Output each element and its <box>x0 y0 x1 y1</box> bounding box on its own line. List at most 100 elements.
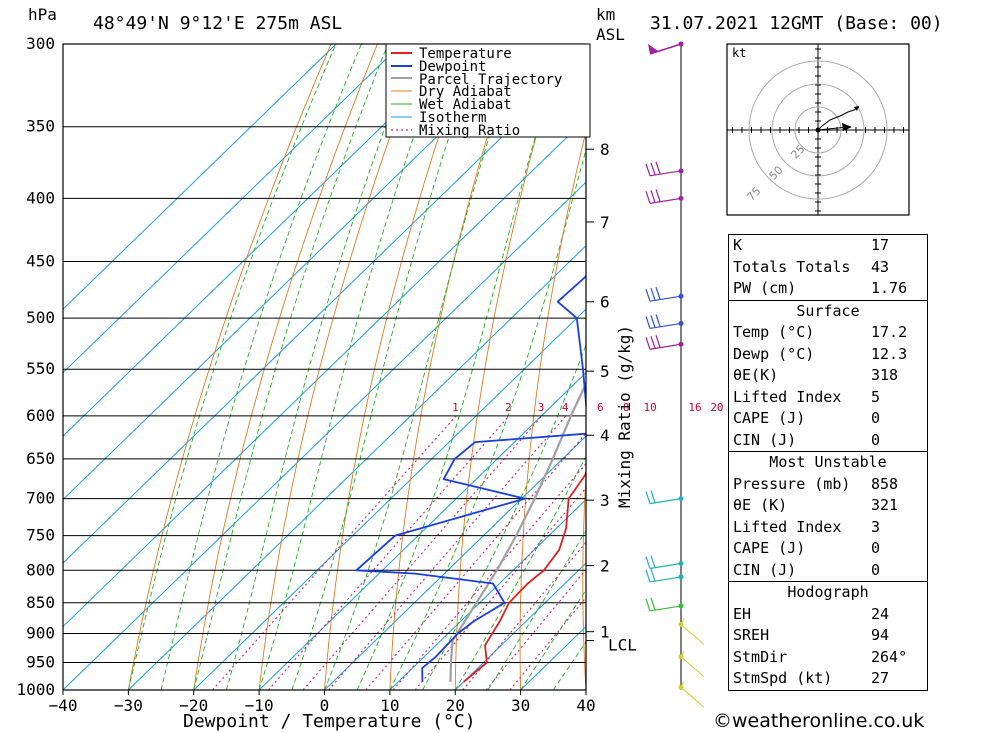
legend-isotherm: Isotherm <box>419 110 486 126</box>
isotherm <box>63 181 586 690</box>
wind-barb <box>680 681 685 688</box>
dewpoint-line <box>355 275 586 682</box>
mixing-ratio-label: 6 <box>597 401 604 414</box>
index-row-k: K 17 <box>733 236 890 254</box>
surface-title: Surface <box>796 301 860 320</box>
pressure-label: 350 <box>26 117 55 136</box>
mixing-ratio-label: 2 <box>505 401 512 414</box>
dry-adiabat <box>454 44 564 690</box>
hodograph-ring-50 <box>771 83 865 177</box>
legend: Temperature Dewpoint Parcel Trajectory D… <box>385 43 591 139</box>
wind-barbs <box>645 41 705 708</box>
height-label: 8 <box>600 140 610 159</box>
wind-barb-feather <box>650 490 656 503</box>
x-tick-label: −30 <box>114 696 143 715</box>
x-tick-label: −10 <box>245 696 274 715</box>
wind-barb <box>649 343 682 350</box>
surface-row-li: Lifted Index 5 <box>733 387 881 406</box>
profiles <box>355 275 586 683</box>
wet-adiabat <box>225 44 417 690</box>
most-unstable-title: Most Unstable <box>769 453 887 471</box>
units-hpa: hPa <box>28 5 57 24</box>
dry-adiabat <box>644 44 702 690</box>
wind-barb <box>649 43 682 55</box>
wind-barb <box>649 562 682 570</box>
wind-barb-feather <box>650 336 656 349</box>
mu-row-cape: CAPE (J) 0 <box>733 539 881 557</box>
pressure-label: 800 <box>26 560 55 579</box>
legend-mixing-ratio: Mixing Ratio <box>419 123 520 139</box>
hodograph-title: Hodograph <box>787 583 869 601</box>
wind-barb-feather <box>645 288 651 302</box>
height-label: 3 <box>600 491 610 510</box>
x-tick-label: 0 <box>320 696 330 715</box>
mixing-ratio-label: 8 <box>623 401 630 414</box>
wind-barb <box>680 650 685 658</box>
mixing-ratio-line <box>392 462 586 690</box>
wind-barb-feather <box>650 555 656 568</box>
plot-frame <box>62 43 587 691</box>
wind-barb-feather <box>645 491 651 504</box>
wind-barb-feather <box>645 598 651 612</box>
pressure-label: 950 <box>26 652 55 671</box>
pressure-label: 550 <box>26 359 55 378</box>
hodo-row-stmdir: StmDir 264° <box>733 647 908 666</box>
wet-adiabat <box>356 44 564 690</box>
isotherm <box>63 44 468 437</box>
general-indices: K 17 Totals Totals 43 PW (cm) 1.76 <box>729 235 927 301</box>
hodograph-ring-75 <box>748 60 888 200</box>
isotherm <box>454 562 586 690</box>
wind-barb-feather <box>650 568 656 582</box>
pressure-label: 850 <box>26 593 55 612</box>
dry-adiabat <box>582 467 586 690</box>
parcel-trajectory-line <box>449 381 586 682</box>
legend-dry-adiabat: Dry Adiabat <box>419 84 512 100</box>
wind-barb-feather <box>650 315 656 328</box>
indices-panel: K 17 Totals Totals 43 PW (cm) 1.76 Surface … <box>728 234 928 691</box>
index-row-totals: Totals Totals 43 <box>733 257 890 276</box>
x-tick-label: 20 <box>446 696 465 715</box>
mixing-ratio-label: 3 <box>538 401 545 414</box>
wind-barb-feather <box>645 163 651 177</box>
pressure-label: 1000 <box>16 680 55 699</box>
wind-barb-feather <box>645 569 651 583</box>
wind-barb-feather <box>655 335 661 348</box>
mixing-ratio-label: 4 <box>562 401 569 414</box>
mu-row-thetae: θE (K) 321 <box>733 496 899 514</box>
hodo-row-sreh: SREH 94 <box>733 626 890 644</box>
lcl-label: LCL <box>608 636 637 655</box>
height-label: 5 <box>600 362 610 381</box>
x-axis-label: Dewpoint / Temperature (°C) <box>183 711 476 732</box>
mixing-ratio-line <box>328 415 567 690</box>
axes: 3003504004505005506006507007508008509009… <box>16 34 636 715</box>
datetime-title: 31.07.2021 12GMT (Base: 00) <box>650 13 943 34</box>
isotherm <box>324 435 586 690</box>
dry-adiabat <box>922 44 978 690</box>
surface-row-thetae: θE(K) 318 <box>733 366 899 384</box>
wind-barb-feather <box>645 316 651 329</box>
dry-adiabat <box>127 44 332 690</box>
surface-row-cape: CAPE (J) 0 <box>733 409 881 427</box>
wind-barb <box>680 618 685 625</box>
hodograph-section: Hodograph EH 24 SREH 94 StmDir 264° StmSpd … <box>729 582 927 690</box>
isotherm <box>63 118 586 628</box>
wind-barb <box>649 322 682 330</box>
hodo-row-eh: EH 24 <box>733 604 890 623</box>
footer-credit[interactable]: ©weatheronline.co.uk <box>713 710 925 732</box>
location-title: 48°49'N 9°12'E 275m ASL <box>93 13 342 34</box>
height-label: 7 <box>600 213 610 232</box>
isotherm <box>193 308 586 690</box>
wind-barb <box>649 197 682 204</box>
mixing-ratio-label: 1 <box>452 401 459 414</box>
mu-row-cin: CIN (J) 0 <box>733 560 881 579</box>
pressure-label: 900 <box>26 623 55 642</box>
isotherm <box>63 54 586 564</box>
surface-row-temp: Temp (°C) 17.2 <box>733 323 908 341</box>
wind-barb-feather <box>650 287 656 301</box>
pressure-label: 650 <box>26 449 55 468</box>
hodo-row-stmspd: StmSpd (kt) 27 <box>733 669 890 687</box>
wind-barb <box>649 576 682 583</box>
wind-barb-feather <box>655 189 661 202</box>
wet-adiabat <box>193 44 389 690</box>
